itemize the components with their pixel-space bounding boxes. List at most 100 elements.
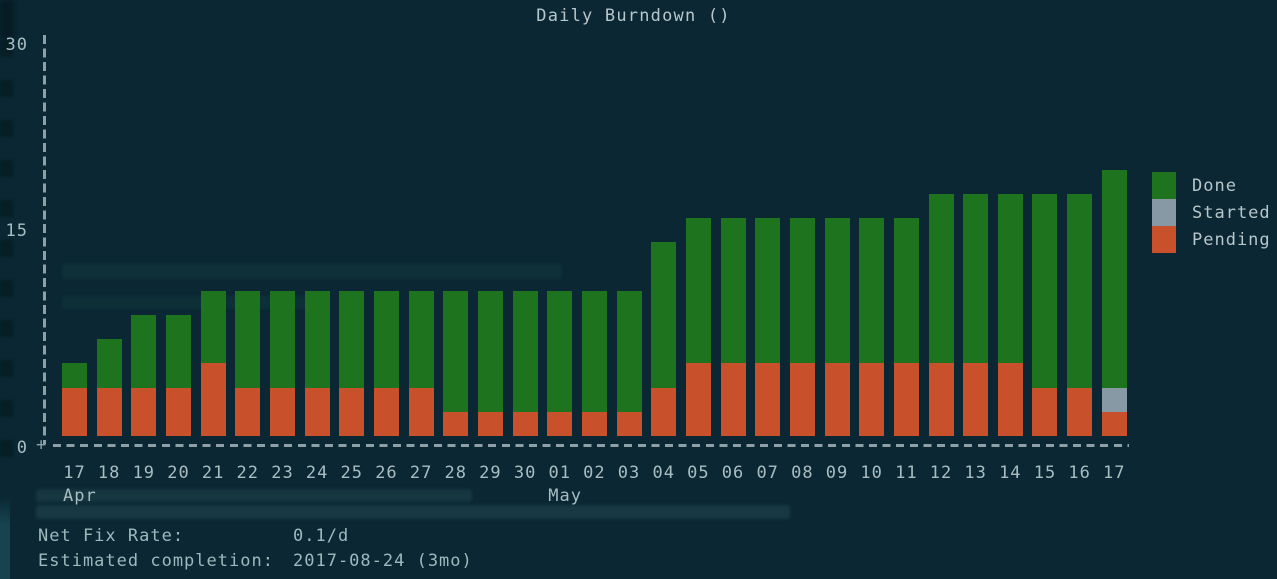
- chart-title: Daily Burndown (): [536, 6, 731, 26]
- x-tick-label: 11: [895, 463, 918, 483]
- bar-segment-pending: [373, 387, 399, 436]
- bar-segment-pending: [755, 363, 781, 436]
- bar-segment-pending: [200, 363, 226, 436]
- bar-segment-done: [235, 290, 261, 388]
- bar-segment-pending: [1067, 387, 1093, 436]
- bar-segment-pending: [408, 387, 434, 436]
- ghost-text-artifact: [36, 489, 472, 502]
- bar-segment-done: [963, 194, 989, 364]
- x-tick-label: 05: [687, 463, 710, 483]
- corner-shade-artifact: [0, 0, 14, 38]
- x-tick-label: 30: [513, 463, 537, 483]
- bar-segment-pending: [165, 387, 191, 436]
- legend-swatch-pending: [1152, 226, 1176, 253]
- bar-segment-pending: [62, 387, 87, 436]
- bar-segment-pending: [443, 411, 469, 436]
- x-axis-line: [53, 444, 1129, 447]
- bar-segment-pending: [1032, 387, 1058, 436]
- legend-item-pending: Pending: [1152, 226, 1271, 253]
- x-tick-label: 26: [375, 463, 398, 483]
- bar-segment-done: [789, 218, 815, 364]
- bar-segment-started: [1101, 387, 1127, 412]
- x-tick-label: 20: [167, 463, 190, 483]
- bar-segment-done: [824, 218, 850, 364]
- x-tick-label: 06: [721, 463, 745, 483]
- x-tick-label: 13: [964, 463, 987, 483]
- bar-segment-pending: [685, 363, 711, 436]
- est-completion-value: 2017-08-24 (3mo): [293, 551, 473, 571]
- legend-label-pending: Pending: [1192, 229, 1271, 250]
- bar-segment-pending: [928, 363, 954, 436]
- bar-segment-done: [408, 290, 434, 388]
- bar-segment-pending: [235, 387, 261, 436]
- bar-segment-done: [1101, 169, 1127, 388]
- legend-item-started: Started: [1152, 199, 1271, 226]
- x-tick-label: 16: [1068, 463, 1091, 483]
- bar-segment-done: [685, 218, 711, 364]
- x-tick-label: 27: [409, 463, 433, 483]
- legend-label-started: Started: [1192, 202, 1271, 223]
- bar-segment-done: [477, 290, 503, 412]
- bar-segment-pending: [720, 363, 746, 436]
- bar-segment-done: [200, 290, 226, 364]
- bar-segment-done: [131, 315, 157, 388]
- x-tick-label: 09: [825, 463, 849, 483]
- bar-segment-done: [512, 290, 538, 412]
- legend-item-done: Done: [1152, 172, 1271, 199]
- legend-label-done: Done: [1192, 175, 1237, 196]
- net-fix-rate-value: 0.1/d: [293, 526, 350, 546]
- x-tick-label: 18: [97, 463, 121, 483]
- x-tick-label: 01: [548, 463, 571, 483]
- legend-swatch-started: [1152, 199, 1176, 226]
- x-tick-label: 23: [271, 463, 294, 483]
- bar-segment-done: [893, 218, 919, 364]
- x-tick-label: 24: [305, 463, 329, 483]
- x-tick-label: 10: [860, 463, 883, 483]
- bar-segment-pending: [339, 387, 365, 436]
- bar-segment-done: [547, 290, 573, 412]
- x-tick-label: 12: [929, 463, 953, 483]
- x-tick-label: 17: [63, 463, 86, 483]
- bar-segment-pending: [789, 363, 815, 436]
- bar-segment-pending: [96, 387, 122, 436]
- bar-segment-pending: [131, 387, 157, 436]
- x-tick-label: 21: [201, 463, 225, 483]
- left-edge-strip: [0, 496, 10, 579]
- bar-segment-done: [339, 290, 365, 388]
- bar-segment-done: [997, 194, 1023, 364]
- bar-segment-done: [651, 242, 677, 388]
- x-tick-label: 22: [236, 463, 260, 483]
- x-tick-label: 03: [617, 463, 641, 483]
- bar-segment-done: [1067, 194, 1093, 388]
- x-tick-label: 15: [1033, 463, 1057, 483]
- bar-segment-done: [62, 363, 87, 388]
- bar-segment-done: [720, 218, 746, 364]
- y-axis-line: [43, 35, 46, 444]
- est-completion-label: Estimated completion:: [38, 551, 274, 571]
- bar-segment-pending: [651, 387, 677, 436]
- bar-segment-pending: [512, 411, 538, 436]
- y-tick-label-30: 30: [5, 35, 28, 55]
- bar-segment-pending: [581, 411, 607, 436]
- ghost-text-artifact: [62, 264, 562, 279]
- ghost-text-artifact: [62, 296, 330, 309]
- bar-segment-done: [581, 290, 607, 412]
- legend-swatch-done: [1152, 172, 1176, 199]
- bar-segment-pending: [304, 387, 330, 436]
- bar-segment-done: [755, 218, 781, 364]
- y-tick-label-15: 15: [5, 221, 28, 241]
- bar-segment-done: [443, 290, 469, 412]
- bar-segment-pending: [269, 387, 295, 436]
- bar-segment-done: [373, 290, 399, 388]
- bar-segment-done: [165, 315, 191, 388]
- net-fix-rate-label: Net Fix Rate:: [38, 526, 185, 546]
- x-tick-label: 17: [1103, 463, 1126, 483]
- bar-segment-pending: [1101, 411, 1127, 436]
- y-tick-label-0: 0: [16, 438, 28, 458]
- bar-segment-pending: [616, 411, 642, 436]
- legend: Done Started Pending: [1152, 172, 1271, 253]
- month-label-may: May: [548, 486, 582, 506]
- x-tick-label: 29: [479, 463, 502, 483]
- bar-segment-done: [304, 290, 330, 388]
